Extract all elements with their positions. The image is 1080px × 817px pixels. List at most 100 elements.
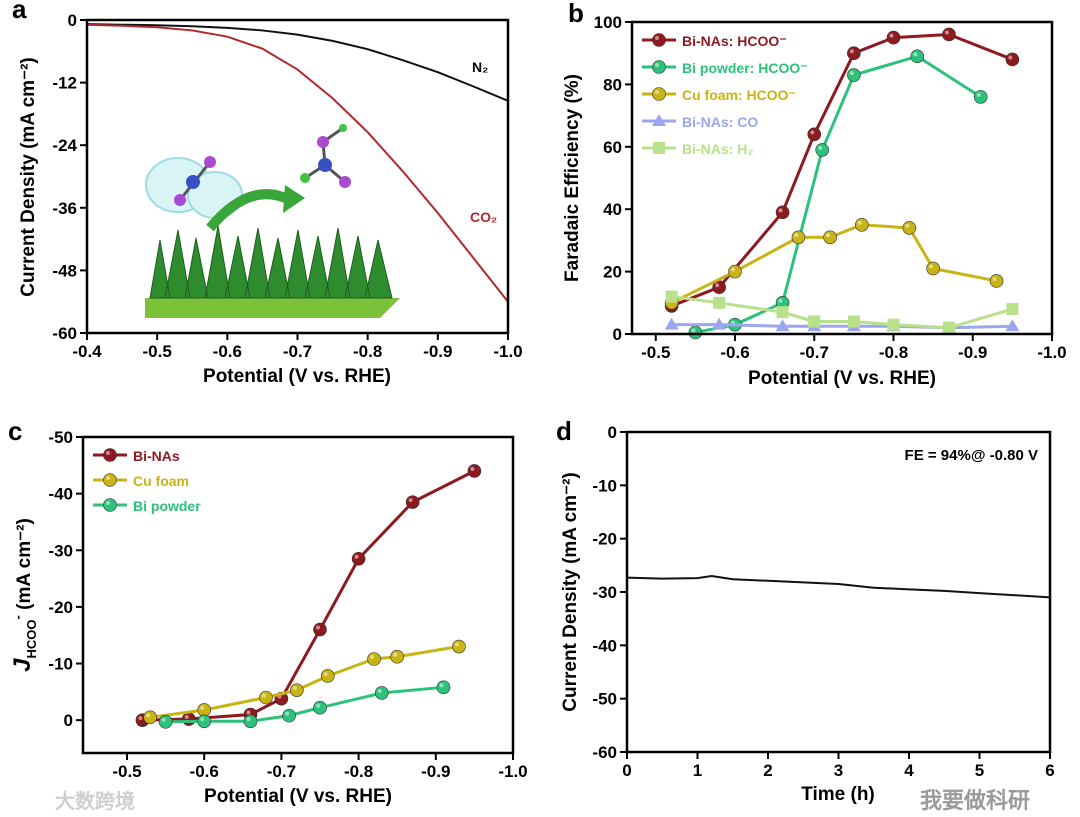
data-point [103,498,117,512]
data-point [143,710,157,725]
y-tick-label: -30 [48,541,73,560]
point-highlight [106,451,110,455]
data-point [259,690,273,705]
x-tick-label: -0.7 [800,343,829,362]
point-highlight [439,683,444,688]
data-point [158,715,173,729]
point-highlight [826,233,831,238]
y-tick-label: -10 [48,655,73,674]
y-axis-label: Current Density (mA cm⁻²) [560,472,581,711]
data-point [910,49,925,64]
data-point [652,33,666,47]
point-highlight [200,705,205,710]
x-tick-label: 0 [622,761,631,780]
point-highlight [849,71,854,76]
legend-label: Bi-NAs: H₂ [682,141,754,157]
curve-label-co2: CO₂ [470,209,497,225]
watermark-bottom-left: 大数跨境 [55,789,135,813]
arrow-head-icon [283,185,305,213]
point-highlight [470,466,475,471]
data-point [103,473,117,487]
y-axis-label: Faradaic Efficiency (%) [562,74,583,282]
y-tick-label: -10 [592,476,617,495]
x-axis-label: Potential (V vs. RHE) [204,786,392,807]
panel-a: a -0.4 -0.5 -0.6 -0.7 -0.8 -0.9 -1.0 0 -12 -24 -36 -… [12,0,523,387]
point-highlight [454,642,459,647]
data-point [351,551,366,566]
y-label-subscript: HCOO [24,619,39,658]
point-highlight [778,208,783,213]
x-tick-label: 1 [693,761,702,780]
fe-annotation: FE = 94%@ -0.80 V [905,447,1038,464]
y-tick-label: -20 [48,598,73,617]
x-tick-label: -0.5 [143,342,172,361]
data-point [847,68,861,82]
point-highlight [992,276,997,281]
point-highlight [655,90,659,94]
plot-frame [81,435,515,755]
x-axis-label: Potential (V vs. RHE) [203,366,391,387]
y-axis-label: JHCOO- (mA cm⁻²) [9,518,39,672]
y-tick-label: -12 [52,74,77,93]
series-2 [664,218,1004,310]
data-point [942,321,955,334]
point-highlight [138,716,143,721]
data-point [282,708,296,723]
series-line [86,23,509,303]
x-tick-label: -0.5 [112,762,141,781]
y-tick-label: -60 [52,324,77,343]
point-highlight [818,145,823,150]
x-tick-label: -0.4 [72,342,102,361]
y-tick-label: -48 [52,261,77,280]
data-point [320,669,335,683]
data-point [807,127,822,142]
data-point [103,448,117,462]
data-point [243,714,258,729]
point-highlight [200,717,205,722]
point-highlight [246,717,251,722]
panel-label: a [12,0,27,24]
plot-frame [630,20,1054,336]
point-highlight [370,654,375,659]
y-tick-label: -50 [48,428,73,447]
x-tick-label: -1.0 [493,342,522,361]
y-tick-label: -20 [592,530,617,549]
y-axis-label: Current Density (mA cm⁻²) [18,57,39,296]
x-tick-label: -0.8 [344,762,373,781]
x-tick-label: -0.6 [213,342,242,361]
panel-label: b [568,0,584,28]
series-line [670,223,997,305]
point-highlight [246,710,251,715]
y-tick-label: -40 [48,485,73,504]
series-1 [143,639,466,725]
data-point [405,495,420,509]
legend-label: Cu foam [133,473,189,489]
x-tick-label: 2 [763,761,772,780]
data-point [902,221,917,235]
x-tick-label: -0.9 [421,762,450,781]
y-tick-label: -36 [52,199,77,218]
point-highlight [794,233,799,238]
data-point [688,325,703,340]
legend-label: Bi powder [133,498,201,514]
x-tick-label: 4 [904,761,914,780]
data-point [712,317,727,330]
x-tick-label: -0.6 [190,762,219,781]
panel-label: c [8,416,22,446]
point-highlight [691,328,696,333]
series-4 [665,290,1019,334]
data-point [652,87,666,101]
point-highlight [655,63,659,67]
data-point [1006,303,1019,316]
series-2 [158,680,451,729]
point-highlight [106,501,110,505]
point-highlight [285,711,290,716]
y-tick-label: -40 [592,636,617,655]
y-tick-label: 0 [68,11,77,30]
x-tick-label: -1.0 [498,762,527,781]
y-label-symbol: J [9,658,36,672]
point-highlight [857,220,862,225]
point-highlight [146,713,151,718]
data-point [374,686,389,700]
legend-label: Bi-NAs [133,448,180,464]
